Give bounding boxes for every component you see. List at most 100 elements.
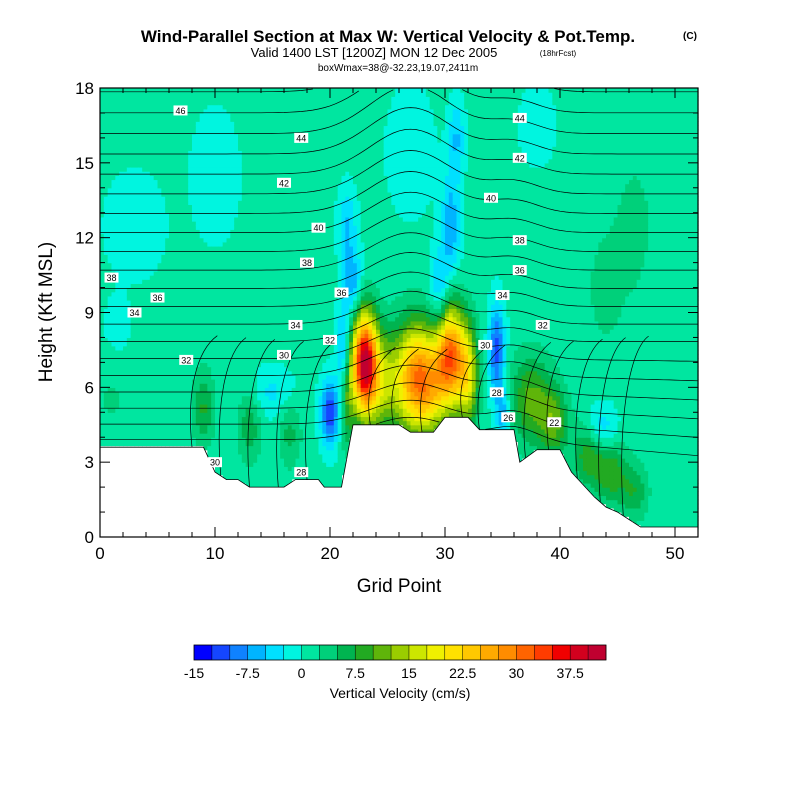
contour-label: 28 [294,467,309,478]
contour-label: 46 [173,105,188,116]
colorbar-swatch [391,645,410,660]
theta-isoline [420,348,448,433]
colorbar-tick-label: -15 [184,665,204,681]
contour-label-text: 32 [181,355,191,365]
colorbar-swatch [426,645,446,660]
contour-label: 38 [104,272,119,283]
contour-label-bg [334,287,349,298]
contour-label-text: 28 [296,468,306,478]
theta-isoline [100,191,698,233]
contour-label-text: 26 [503,413,513,423]
theta-isoline [100,364,699,401]
theta-isoline [100,212,698,252]
colorbar-swatch [570,645,589,660]
theta-isoline [460,346,488,418]
contour-label-bg [127,307,142,318]
x-axis-label: Grid Point [357,576,442,597]
contour-label-text: 34 [290,320,300,330]
contour-label-text: 38 [302,258,312,268]
theta-isoline [598,337,626,503]
theta-isoline [276,341,304,488]
contour-label-text: 30 [480,340,490,350]
contour-label: 34 [127,307,142,318]
y-axis-label: Height (Kft MSL) [36,242,57,382]
contour-label-bg [277,349,291,360]
theta-isoline [100,128,698,175]
theta-isoline [100,232,698,271]
contour-label-bg [300,257,314,268]
contour-label: 36 [512,265,527,276]
colorbar-tick-label: 7.5 [345,665,365,681]
theta-contours [100,88,699,516]
contour-label: 44 [294,132,309,143]
x-tick-label: 40 [551,544,570,563]
colorbar-swatch [498,645,517,660]
colorbar-tick-label: -7.5 [236,665,260,681]
contour-label-text: 44 [296,133,306,143]
contour-label-bg [547,417,562,428]
theta-isoline [100,150,698,195]
contour-label-text: 28 [492,388,502,398]
theta-isoline [247,339,276,488]
chart-subtitle-note: (18hrFcst) [540,49,577,58]
colorbar-swatch [194,645,213,660]
colorbar-swatch [516,645,535,660]
theta-isoline [100,88,698,93]
contour-label-text: 36 [336,288,346,298]
y-tick-label: 6 [85,378,94,397]
contour-label-text: 44 [515,113,525,123]
theta-isoline [100,382,699,420]
theta-isoline [218,337,247,476]
colorbar-swatch [462,645,481,660]
contour-label-text: 42 [279,178,289,188]
theta-isoline [546,340,575,450]
contour-label-bg [294,467,309,478]
contour-label-bg [104,272,119,283]
theta-isoline [305,342,333,480]
y-tick-label: 15 [75,154,94,173]
theta-isoline [100,416,699,457]
colorbar-swatch [444,645,463,660]
contour-label: 32 [535,319,550,330]
colorbar-swatch [301,645,320,660]
contour-label-text: 34 [129,308,139,318]
contour-label-bg [288,319,303,330]
contour-label: 30 [478,339,493,350]
colorbar-frame [193,644,607,661]
chart-subtitle-2: boxWmax=38@-32.23,19.07,2411m [318,63,478,74]
colorbar-swatch [265,645,284,660]
contour-label-bg [311,222,326,233]
theta-isoline [621,335,649,516]
colorbar-swatch [408,645,428,660]
theta-isoline [100,171,698,214]
contour-label-text: 22 [549,418,559,428]
contour-label-bg [323,334,337,345]
contour-label-text: 32 [538,320,548,330]
theta-isoline [368,347,396,425]
colorbar-swatch [355,645,374,660]
colorbar-tick-label: 30 [509,665,525,681]
chart-title-mark: (C) [683,31,697,42]
theta-isoline [100,89,698,134]
contour-label-text: 46 [175,106,185,116]
colorbar-swatch [480,645,499,660]
colorbar-swatch [283,645,302,660]
colorbar-swatch [211,645,231,660]
contour-label-bg [512,265,527,276]
theta-isoline [100,290,698,325]
contour-label: 28 [489,387,504,398]
theta-isoline [575,338,603,479]
colorbar-swatch [534,645,553,660]
contour-label: 26 [501,412,516,423]
colorbar-swatch [229,645,249,660]
theta-isoline [100,346,699,382]
contour-label-bg [512,112,527,123]
contour-label-bg [173,105,188,116]
contour-label-bg [478,339,493,350]
contour-labels: 46 44 44 42 42 40 40 38 38 38 36 36 36 34 34 34 32 32 32 30… [104,105,562,478]
contour-label-bg [294,132,309,143]
contour-label-bg [501,412,516,423]
x-tick-label: 10 [206,544,225,563]
colorbar-label: Vertical Velocity (cm/s) [330,685,471,701]
